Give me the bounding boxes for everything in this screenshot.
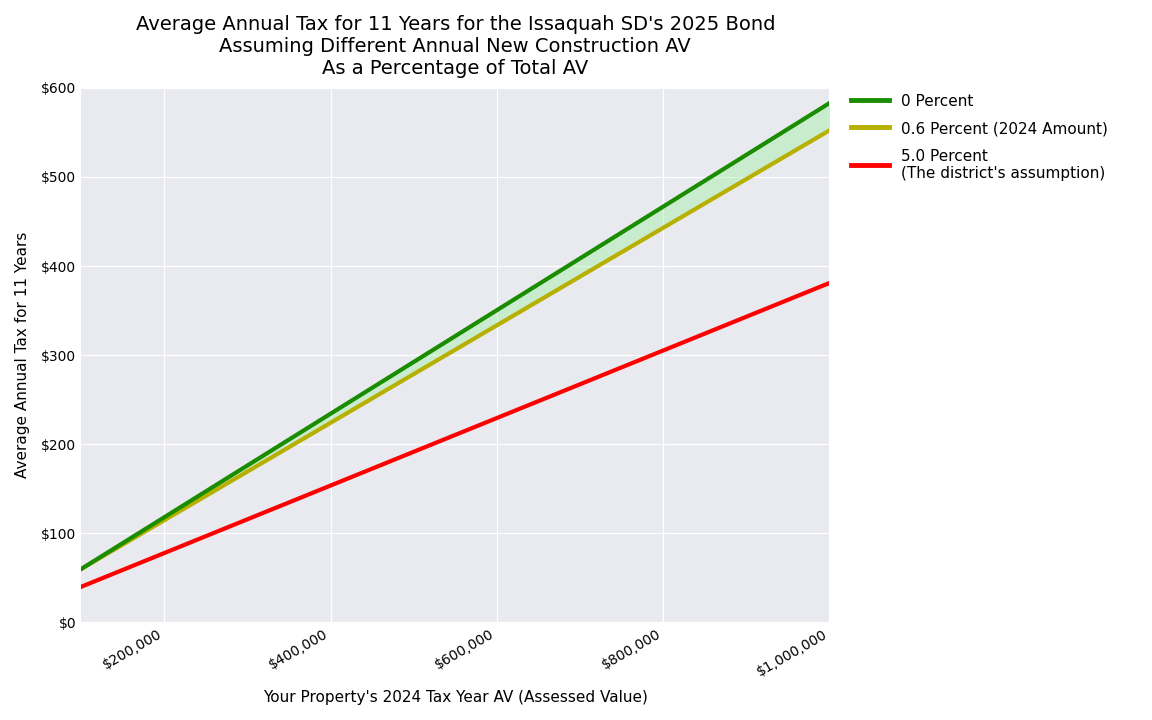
X-axis label: Your Property's 2024 Tax Year AV (Assessed Value): Your Property's 2024 Tax Year AV (Assess…: [263, 690, 647, 705]
Legend: 0 Percent, 0.6 Percent (2024 Amount), 5.0 Percent
(The district's assumption): 0 Percent, 0.6 Percent (2024 Amount), 5.…: [844, 88, 1114, 187]
Title: Average Annual Tax for 11 Years for the Issaquah SD's 2025 Bond
Assuming Differe: Average Annual Tax for 11 Years for the …: [136, 15, 775, 78]
Y-axis label: Average Annual Tax for 11 Years: Average Annual Tax for 11 Years: [15, 232, 30, 478]
